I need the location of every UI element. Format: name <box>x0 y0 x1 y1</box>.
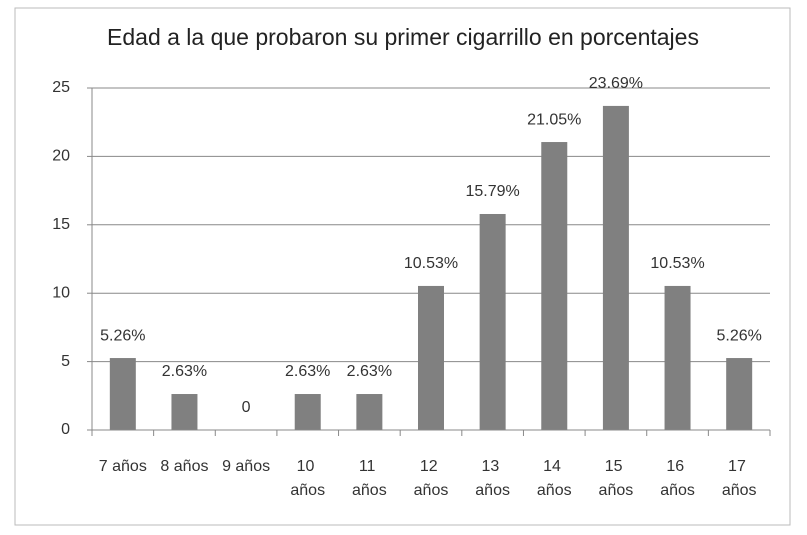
y-tick-label: 0 <box>61 421 70 438</box>
data-label: 21.05% <box>527 111 581 128</box>
bar <box>418 285 444 430</box>
data-label: 10.53% <box>650 255 704 272</box>
bar <box>294 394 321 430</box>
y-tick-label: 5 <box>61 353 70 370</box>
chart-border <box>14 7 791 526</box>
data-label: 10.53% <box>404 255 458 272</box>
data-label: 15.79% <box>466 183 520 200</box>
x-tick-label: 11 años <box>352 458 387 499</box>
data-label: 5.26% <box>100 327 145 344</box>
data-label: 2.63% <box>162 363 207 380</box>
x-tick-label: 15 años <box>599 458 634 499</box>
bar <box>541 142 568 430</box>
bar <box>171 394 198 430</box>
bar <box>602 105 629 430</box>
data-label: 23.69% <box>589 75 643 92</box>
y-tick-label: 20 <box>52 148 70 165</box>
x-tick-label: 12 años <box>414 458 449 499</box>
bar <box>356 394 383 430</box>
x-tick-label: 9 años <box>222 458 270 475</box>
bar <box>664 285 691 430</box>
x-tick-label: 17 años <box>722 458 757 499</box>
data-label: 0 <box>242 399 251 416</box>
chart-title: Edad a la que probaron su primer cigarri… <box>107 24 699 50</box>
bar <box>726 358 753 430</box>
x-tick-label: 8 años <box>160 458 208 475</box>
x-tick-label: 14 años <box>537 458 572 499</box>
bar <box>479 213 506 430</box>
x-tick-label: 7 años <box>99 458 147 475</box>
x-tick-label: 10 años <box>290 458 325 499</box>
data-label: 5.26% <box>716 327 761 344</box>
y-tick-label: 10 <box>52 284 70 301</box>
data-label: 2.63% <box>285 363 330 380</box>
y-tick-label: 25 <box>52 79 70 96</box>
bar <box>109 358 136 430</box>
data-label: 2.63% <box>347 363 392 380</box>
x-tick-label: 16 años <box>660 458 695 499</box>
x-tick-label: 13 años <box>475 458 510 499</box>
y-tick-label: 15 <box>52 216 70 233</box>
